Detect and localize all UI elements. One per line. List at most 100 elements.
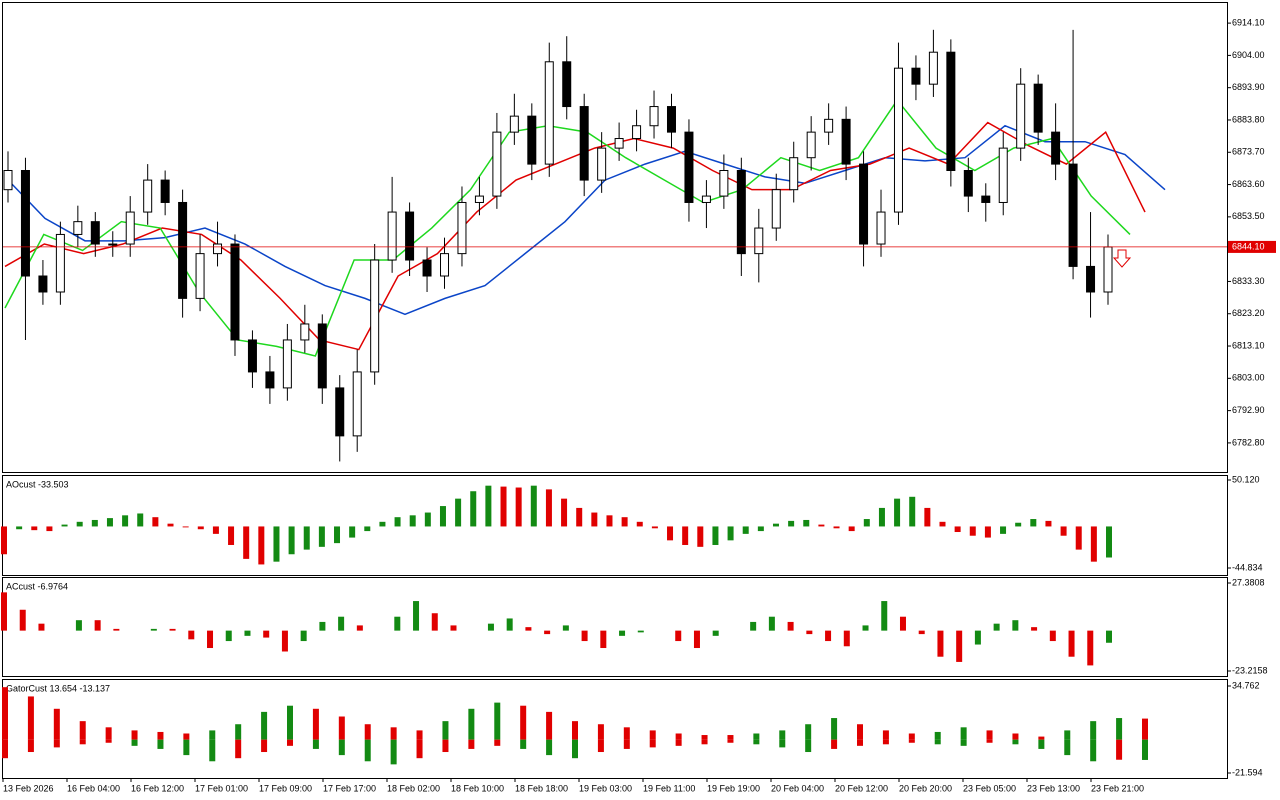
gator-bar <box>235 724 242 740</box>
gator-bar <box>1064 730 1071 740</box>
gator-bar <box>494 702 501 740</box>
gator-bar <box>572 739 578 759</box>
histogram-bar <box>1068 630 1075 657</box>
gator-bar <box>390 739 397 765</box>
y-tick-label: 6893.90 <box>1232 82 1265 92</box>
x-tick-label: 19 Feb 11:00 <box>643 783 695 793</box>
gator-bar <box>79 739 86 745</box>
candle-body <box>579 106 589 181</box>
gator-bar <box>597 739 604 753</box>
histogram-bar <box>606 515 613 527</box>
y-tick-label: 6792.90 <box>1232 405 1265 415</box>
indicator-title: ACcust -6.9764 <box>6 581 68 591</box>
last-price-box <box>1228 240 1276 253</box>
histogram-bar <box>619 630 626 636</box>
gator-bar <box>157 731 164 740</box>
gator-bar <box>209 739 216 762</box>
histogram-bar <box>562 625 569 631</box>
histogram-bar <box>31 526 38 531</box>
histogram-bar <box>1075 526 1082 550</box>
gator-bar <box>520 705 527 740</box>
histogram-bar <box>561 498 568 527</box>
x-tick-label: 16 Feb 12:00 <box>131 783 184 793</box>
y-tick-label: -44.834 <box>1232 562 1263 572</box>
gator-bar <box>390 727 397 740</box>
gator-bar <box>183 733 190 740</box>
histogram-bar <box>803 519 810 527</box>
histogram-bar <box>197 526 204 530</box>
gator-bar <box>468 739 475 749</box>
candle-body <box>824 118 834 133</box>
gator-bar <box>623 739 630 749</box>
histogram-bar <box>693 630 700 649</box>
x-tick-label: 23 Feb 13:00 <box>1027 783 1080 793</box>
histogram-bar <box>515 487 522 527</box>
candle-body <box>719 169 729 197</box>
candle-body <box>806 131 816 159</box>
candle-body <box>3 169 13 191</box>
gator-bar <box>287 705 293 740</box>
histogram-bar <box>621 517 628 527</box>
candle-body <box>352 371 362 437</box>
candle-body <box>963 169 973 197</box>
candle-body <box>230 243 240 341</box>
histogram-bar <box>334 526 341 544</box>
x-tick-label: 20 Feb 12:00 <box>835 783 888 793</box>
histogram-bar <box>1106 630 1112 643</box>
gator-bar <box>934 739 941 745</box>
histogram-bar <box>993 623 1000 631</box>
gator-bar <box>1116 718 1123 740</box>
x-tick-label: 20 Feb 20:00 <box>899 783 952 793</box>
gator-bar <box>831 718 838 740</box>
candle-body <box>387 211 397 261</box>
y-tick-label: 34.762 <box>1232 680 1260 690</box>
histogram-bar <box>924 507 931 527</box>
gator-bar <box>649 730 656 740</box>
candle-body <box>20 169 30 277</box>
moving-average <box>4 98 1131 357</box>
y-tick-label: 6853.50 <box>1232 211 1265 221</box>
gator-bar <box>1142 739 1148 760</box>
gator-bar <box>675 733 682 740</box>
indicator-title: GatorCust 13.654 -13.137 <box>6 683 110 693</box>
histogram-bar <box>1106 526 1112 558</box>
gator-bar <box>882 739 889 745</box>
histogram-bar <box>169 628 176 631</box>
histogram-bar <box>787 621 794 631</box>
y-tick-label: 6883.80 <box>1232 114 1265 124</box>
gator-bar <box>986 730 993 740</box>
histogram-bar <box>91 519 98 527</box>
histogram-bar <box>918 630 925 635</box>
histogram-bar <box>530 485 537 527</box>
gator-bar <box>908 733 915 740</box>
histogram-bar <box>937 630 944 657</box>
candle-body <box>649 106 659 127</box>
histogram-bar <box>318 526 325 547</box>
candle-body <box>789 157 799 191</box>
histogram-bar <box>394 616 401 631</box>
y-tick-label: 6803.00 <box>1232 373 1265 383</box>
gator-bar <box>882 730 889 740</box>
histogram-bar <box>16 526 23 530</box>
histogram-bar <box>364 526 371 532</box>
histogram-bar <box>727 526 734 541</box>
gator-bar <box>1012 733 1019 740</box>
gator-bar <box>105 739 112 743</box>
histogram-bar <box>244 630 251 636</box>
histogram-bar <box>969 526 976 536</box>
histogram-bar <box>212 526 219 534</box>
histogram-bar <box>288 526 295 555</box>
ao-panel <box>2 475 1228 576</box>
sell-arrow <box>1112 249 1132 268</box>
candle-body <box>474 195 484 203</box>
candle-body <box>597 147 607 181</box>
histogram-bar <box>909 496 916 527</box>
histogram-bar <box>848 526 855 532</box>
gator-bar <box>960 739 967 746</box>
gator-bar <box>857 724 863 740</box>
candle-body <box>317 323 327 389</box>
gator-bar <box>312 708 319 740</box>
histogram-bar <box>500 486 507 527</box>
candle-body <box>1068 163 1078 267</box>
candle-body <box>457 201 467 255</box>
